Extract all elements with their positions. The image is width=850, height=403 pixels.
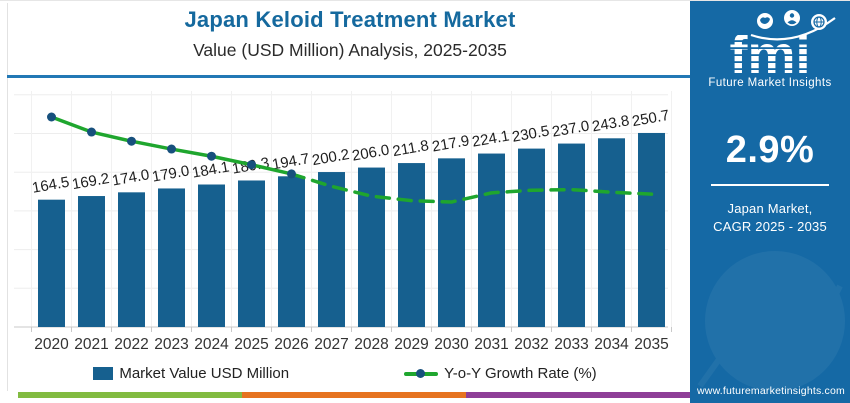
x-axis-label-2020: 2020 [34, 336, 69, 353]
logo-globe-icon [811, 14, 827, 30]
legend-dot-glyph [416, 369, 426, 378]
bar-2035 [638, 132, 665, 327]
growth-point-2020 [47, 112, 56, 122]
fmi-logo: fmi [730, 10, 836, 81]
x-axis-label-2030: 2030 [434, 336, 469, 353]
x-axis-label-2027: 2027 [314, 336, 348, 353]
x-axis-label-2021: 2021 [74, 336, 108, 353]
page-title: Japan Keloid Treatment Market [184, 7, 516, 32]
bar-2034 [598, 138, 625, 327]
page-subtitle: Value (USD Million) Analysis, 2025-2035 [193, 40, 507, 60]
bar-series-swatch-icon [93, 367, 114, 380]
x-axis-label-2035: 2035 [634, 336, 668, 353]
bar-value-label-2032: 230.5 [511, 123, 551, 146]
bar-2033 [558, 143, 585, 327]
market-chart: 164.5 2020 169.2 2021 174.0 2022 179.0 2023 184.… [14, 91, 672, 353]
bar-value-label-2027: 200.2 [311, 146, 351, 169]
logo-tagline: Future Market Insights [708, 77, 832, 89]
legend-label-market-value: Market Value USD Million [119, 365, 290, 382]
bar-value-label-2028: 206.0 [351, 141, 391, 164]
bar-value-label-2035: 250.7 [631, 107, 671, 130]
cagr-caption-line2: CAGR 2025 - 2035 [713, 218, 827, 234]
bar-value-label-2022: 174.0 [111, 166, 151, 189]
bar-2027 [318, 172, 345, 327]
bar-2020 [38, 199, 65, 327]
header-divider [7, 75, 850, 78]
sidebar-watermark [697, 251, 845, 391]
stripe-purple-segment [466, 392, 690, 398]
x-axis-label-2024: 2024 [194, 336, 229, 353]
bar-2025 [238, 180, 265, 327]
bar-2026 [278, 176, 305, 327]
bar-2023 [158, 188, 185, 327]
website-link[interactable]: www.futuremarketinsights.com [697, 385, 845, 397]
x-axis-label-2032: 2032 [514, 336, 548, 353]
bar-2031 [478, 153, 505, 327]
growth-point-2024 [207, 151, 216, 161]
bar-value-label-2024: 184.1 [191, 158, 231, 181]
bar-2022 [118, 192, 145, 327]
cagr-caption-line1: Japan Market, [727, 200, 813, 216]
bar-value-label-2020: 164.5 [31, 174, 71, 197]
growth-point-2023 [167, 144, 176, 154]
growth-point-2026 [287, 169, 296, 179]
bar-value-label-2034: 243.8 [591, 112, 631, 135]
bar-value-label-2029: 211.8 [391, 137, 430, 160]
left-frame-line [7, 3, 8, 391]
bar-2032 [518, 148, 545, 327]
logo-wordmark: fmi [730, 25, 811, 81]
x-axis-label-2033: 2033 [554, 336, 588, 353]
line-series-swatch-icon [404, 369, 439, 379]
bar-value-label-2030: 217.9 [431, 132, 471, 155]
x-axis-label-2031: 2031 [474, 336, 508, 353]
stripe-green-segment [18, 392, 242, 398]
legend-label-growth-rate: Y-o-Y Growth Rate (%) [444, 365, 597, 382]
growth-point-2025 [247, 160, 256, 170]
logo-map-icon [757, 13, 773, 29]
x-axis-label-2025: 2025 [234, 336, 268, 353]
bar-value-label-2033: 237.0 [551, 117, 591, 140]
bar-2028 [358, 167, 385, 327]
chart-legend: Market Value USD Million Y-o-Y Growth Ra… [0, 365, 690, 382]
growth-point-2021 [87, 127, 96, 137]
bar-2024 [198, 184, 225, 327]
stripe-orange-segment [242, 392, 466, 398]
legend-item-growth-rate: Y-o-Y Growth Rate (%) [404, 365, 597, 382]
x-axis-label-2028: 2028 [354, 336, 388, 353]
bar-value-label-2021: 169.2 [71, 170, 111, 193]
cagr-value: 2.9% [725, 129, 815, 171]
bar-2030 [438, 158, 465, 327]
logo-person-icon [784, 10, 800, 26]
x-axis-label-2026: 2026 [274, 336, 308, 353]
footer-stripe [18, 392, 690, 398]
bar-value-label-2031: 224.1 [471, 127, 511, 150]
legend-item-market-value: Market Value USD Million [93, 365, 289, 382]
bar-value-label-2026: 194.7 [271, 150, 311, 173]
x-axis-label-2029: 2029 [394, 336, 428, 353]
brand-sidebar: fmi Future Market Insights 2.9% Japan Ma… [690, 1, 850, 403]
bar-2021 [78, 196, 105, 327]
growth-line-dashed [289, 172, 654, 204]
header: Japan Keloid Treatment Market Value (USD… [0, 7, 700, 61]
x-axis-label-2022: 2022 [114, 336, 148, 353]
x-axis-label-2034: 2034 [594, 336, 629, 353]
bar-2029 [398, 163, 425, 327]
growth-point-2022 [127, 136, 136, 146]
x-axis-label-2023: 2023 [154, 336, 188, 353]
cagr-divider [711, 184, 829, 186]
bar-value-label-2023: 179.0 [151, 162, 191, 185]
